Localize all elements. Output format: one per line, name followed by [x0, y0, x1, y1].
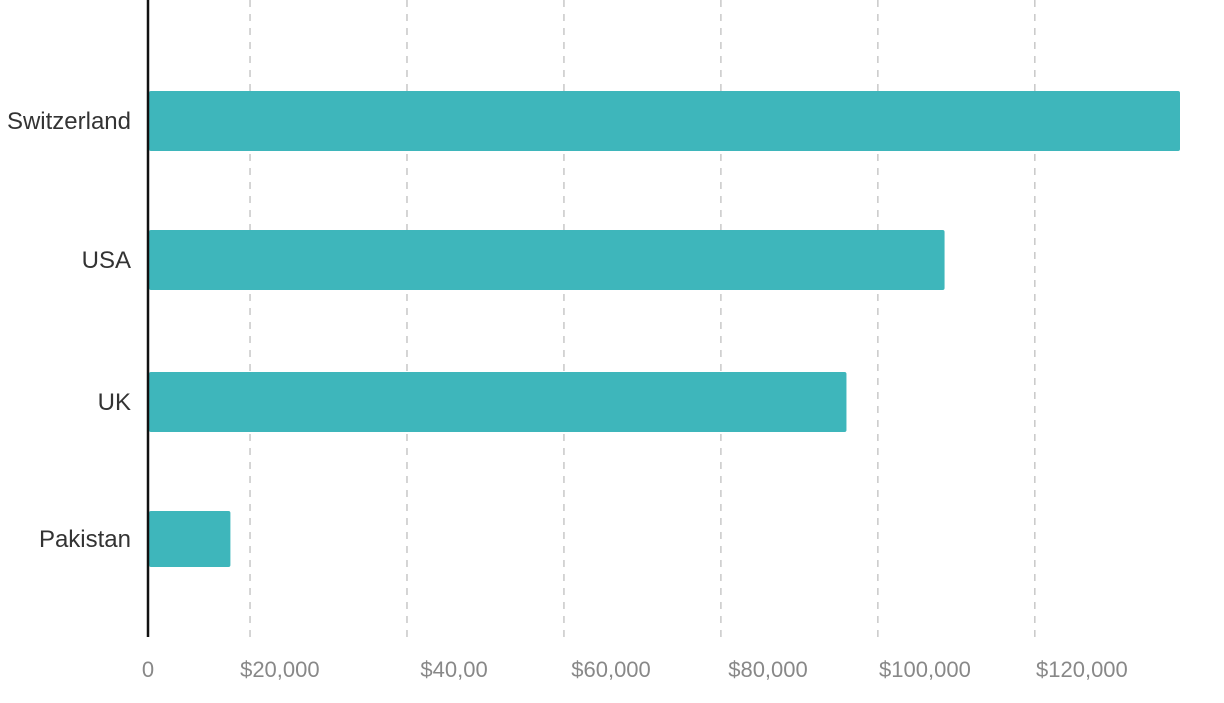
- x-tick-label-3: $60,000: [571, 657, 651, 682]
- category-labels: Switzerland USA UK Pakistan: [7, 108, 131, 553]
- x-tick-label-5: $100,000: [879, 657, 971, 682]
- x-tick-label-0: 0: [142, 657, 154, 682]
- category-label-uk: UK: [98, 389, 131, 416]
- bar-switzerland: [149, 91, 1180, 151]
- x-tick-label-2: $40,00: [420, 657, 487, 682]
- x-tick-label-1: $20,000: [240, 657, 320, 682]
- x-tick-label-4: $80,000: [728, 657, 808, 682]
- bar-pakistan: [149, 511, 231, 567]
- category-label-pakistan: Pakistan: [39, 526, 131, 553]
- x-tick-labels: 0 $20,000 $40,00 $60,000 $80,000 $100,000 $120…: [142, 657, 1128, 682]
- bar-uk: [149, 372, 847, 432]
- bar-usa: [149, 230, 945, 290]
- bars: [149, 91, 1180, 567]
- x-tick-label-6: $120,000: [1036, 657, 1128, 682]
- category-label-usa: USA: [82, 247, 131, 274]
- category-label-switzerland: Switzerland: [7, 108, 131, 135]
